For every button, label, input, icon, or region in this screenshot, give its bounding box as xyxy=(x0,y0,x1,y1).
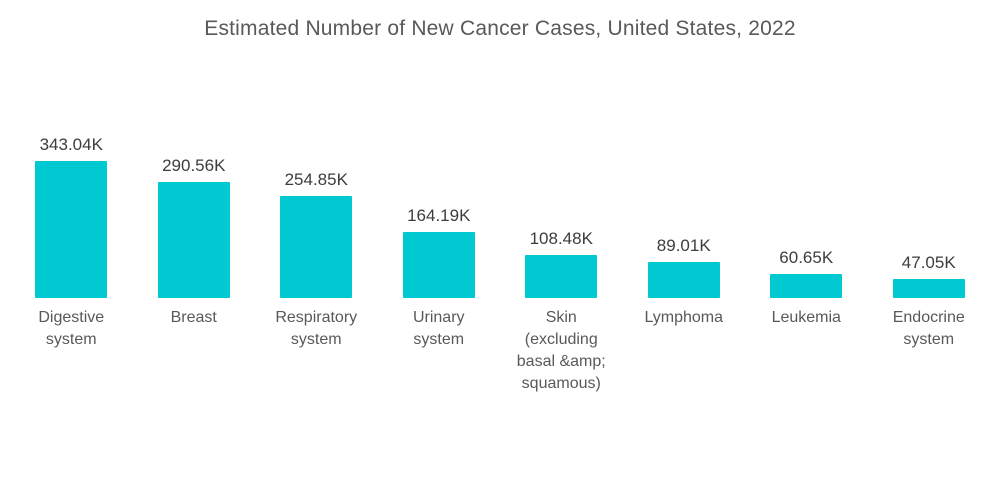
category-label-respiratory-system: Respiratory system xyxy=(275,309,358,349)
category-label-digestive-system: Digestive system xyxy=(38,309,105,349)
bar-column-lymphoma: 89.01K xyxy=(623,236,746,298)
category-label-leukemia: Leukemia xyxy=(771,309,841,326)
bar-lymphoma xyxy=(647,262,720,298)
category-label-breast: Breast xyxy=(170,309,217,326)
bar-endocrine-system xyxy=(892,279,965,298)
category-label-lymphoma: Lymphoma xyxy=(644,309,724,326)
bar-column-digestive-system: 343.04K xyxy=(10,135,133,298)
bar-respiratory-system xyxy=(280,196,353,298)
bar-value-label: 290.56K xyxy=(162,156,226,175)
bar-leukemia xyxy=(770,274,843,298)
bar-value-label: 343.04K xyxy=(39,135,103,154)
chart-title: Estimated Number of New Cancer Cases, Un… xyxy=(204,17,796,40)
bar-column-endocrine-system: 47.05K xyxy=(868,253,991,298)
category-label-endocrine-system: Endocrine system xyxy=(892,309,965,349)
bars-row: 343.04K 290.56K 254.85K 164.19K 108.48K 89.01… xyxy=(10,41,990,298)
bar-breast xyxy=(157,182,230,298)
bar-column-respiratory-system: 254.85K xyxy=(255,170,378,298)
category-labels-row: Digestive system Breast Respiratory system… xyxy=(10,307,990,395)
bar-value-label: 89.01K xyxy=(656,236,711,255)
bar-value-label: 254.85K xyxy=(284,170,348,189)
bar-skin-excluding-basal-amp-squamous xyxy=(525,255,598,298)
bar-value-label: 60.65K xyxy=(779,248,834,267)
bar-value-label: 108.48K xyxy=(529,229,593,248)
bar-value-label: 47.05K xyxy=(901,253,956,272)
bar-column-leukemia: 60.65K xyxy=(745,248,868,298)
bar-value-label: 164.19K xyxy=(407,206,471,225)
bar-column-breast: 290.56K xyxy=(133,156,256,298)
bar-digestive-system xyxy=(35,161,108,298)
bar-column-urinary-system: 164.19K xyxy=(378,206,501,298)
category-label-skin-excluding-basal-amp-squamous: Skin (excluding basal &amp; squamous) xyxy=(516,309,606,393)
bar-urinary-system xyxy=(402,232,475,298)
category-label-urinary-system: Urinary system xyxy=(412,309,465,349)
bar-column-skin-excluding-basal-amp-squamous: 108.48K xyxy=(500,229,623,298)
bar-chart: 343.04K 290.56K 254.85K 164.19K 108.48K 89.01… xyxy=(10,41,990,395)
